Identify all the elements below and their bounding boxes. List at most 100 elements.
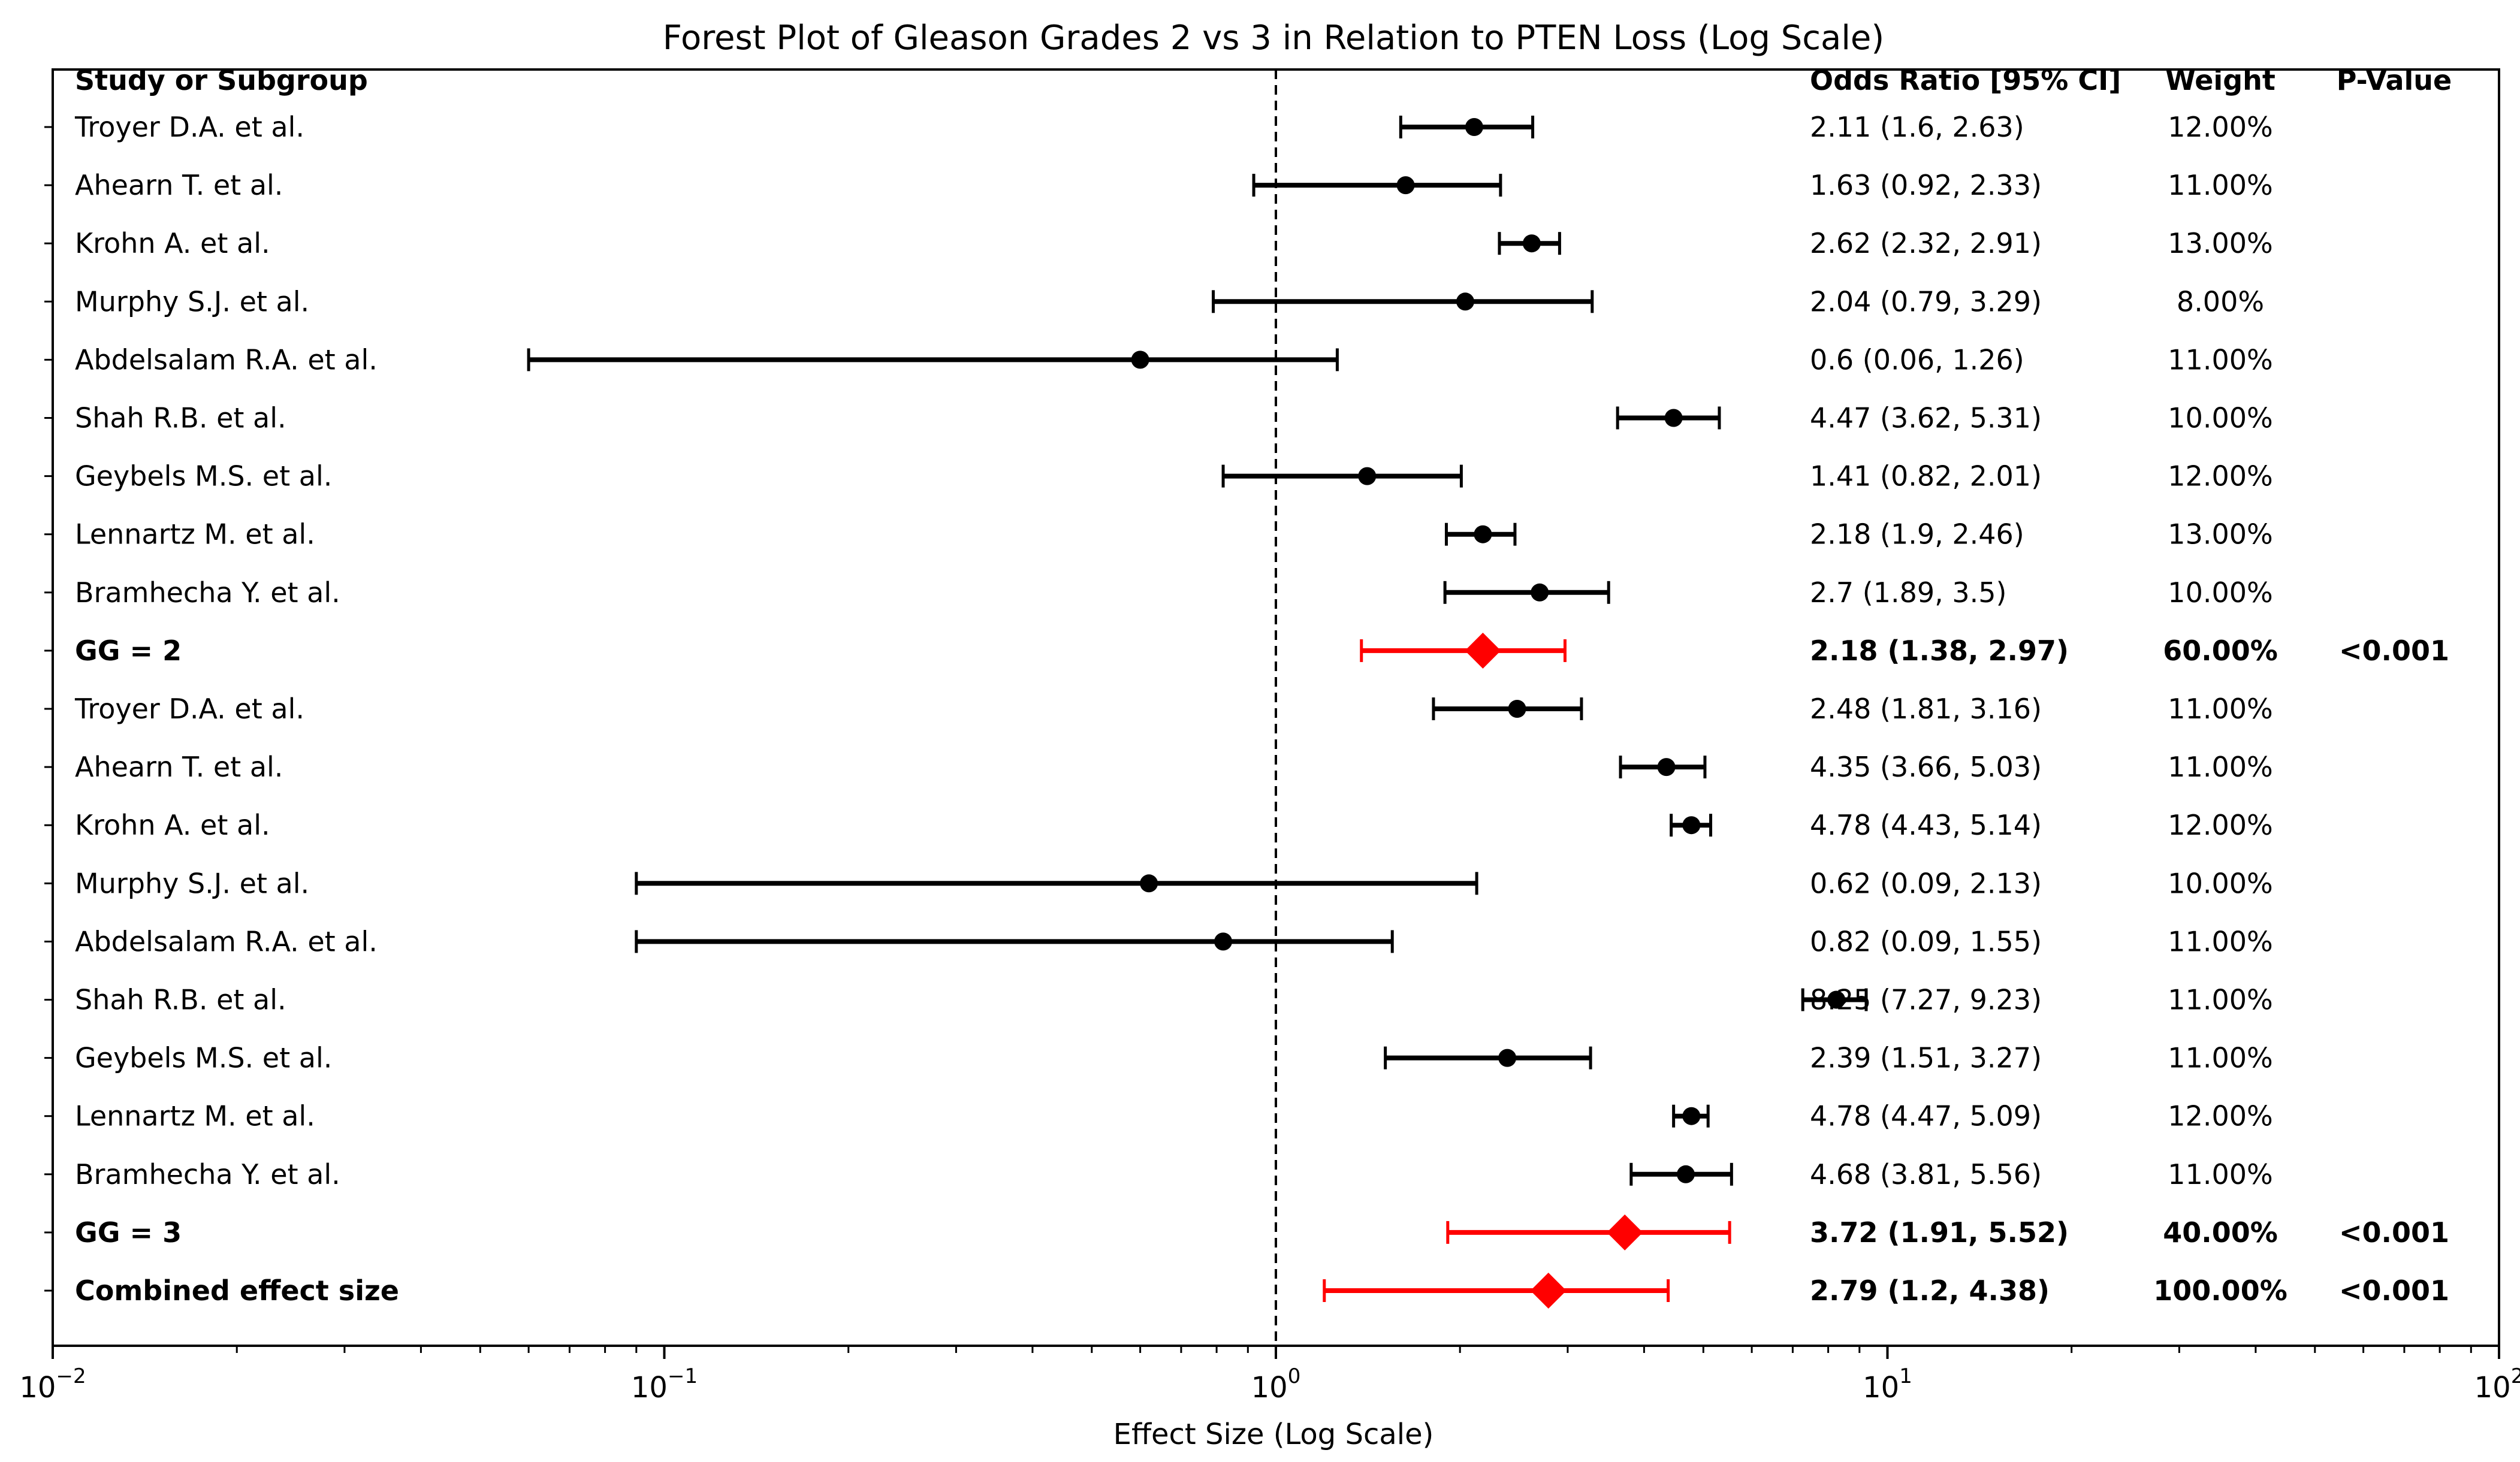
odds-ratio-value: 3.72 (1.91, 5.52) [1810, 1216, 2069, 1249]
point-estimate [1474, 525, 1492, 543]
odds-ratio-value: 8.25 (7.27, 9.23) [1810, 984, 2042, 1016]
odds-ratio-value: 2.79 (1.2, 4.38) [1810, 1274, 2050, 1307]
x-tick-label: 102 [2474, 1364, 2520, 1404]
p-value: <0.001 [2339, 635, 2449, 667]
header-study: Study or Subgroup [75, 64, 368, 96]
weight-value: 13.00% [2168, 227, 2272, 259]
study-label: Shah R.B. et al. [75, 984, 286, 1016]
weight-value: 12.00% [2168, 1100, 2272, 1132]
weight-value: 12.00% [2168, 809, 2272, 841]
odds-ratio-value: 0.6 (0.06, 1.26) [1810, 343, 2024, 376]
odds-ratio-value: 4.78 (4.43, 5.14) [1810, 809, 2042, 841]
study-label: Abdelsalam R.A. et al. [75, 925, 378, 957]
point-estimate [1664, 409, 1683, 427]
study-label: Troyer D.A. et al. [74, 693, 304, 725]
p-value: <0.001 [2339, 1216, 2449, 1249]
weight-value: 10.00% [2168, 576, 2272, 609]
weight-value: 13.00% [2168, 518, 2272, 551]
x-tick-label: 10−2 [19, 1364, 86, 1404]
odds-ratio-value: 0.62 (0.09, 2.13) [1810, 867, 2042, 899]
weight-value: 12.00% [2168, 111, 2272, 143]
study-label: Krohn A. et al. [75, 227, 270, 259]
point-estimate [1682, 816, 1701, 835]
weight-value: 11.00% [2168, 693, 2272, 725]
point-estimate [1827, 990, 1846, 1009]
point-estimate [1498, 1049, 1517, 1067]
odds-ratio-value: 2.11 (1.6, 2.63) [1810, 111, 2024, 143]
odds-ratio-value: 4.47 (3.62, 5.31) [1810, 402, 2042, 434]
marks-layer [527, 116, 1868, 1309]
study-label: Ahearn T. et al. [75, 169, 283, 201]
header-odds-ratio: Odds Ratio [95% CI] [1810, 64, 2121, 96]
x-tick-label: 101 [1863, 1364, 1912, 1404]
weight-value: 10.00% [2168, 867, 2272, 899]
weight-value: 100.00% [2153, 1274, 2287, 1307]
point-estimate [1522, 234, 1541, 253]
weight-value: 40.00% [2163, 1216, 2278, 1249]
point-estimate [1396, 176, 1415, 195]
chart-title: Forest Plot of Gleason Grades 2 vs 3 in … [663, 19, 1884, 58]
odds-ratio-value: 4.35 (3.66, 5.03) [1810, 751, 2042, 783]
x-tick-label: 10−1 [631, 1364, 698, 1404]
weight-value: 11.00% [2168, 1042, 2272, 1074]
point-estimate [1682, 1107, 1701, 1125]
point-estimate [1456, 292, 1474, 311]
summary-diamond [1607, 1214, 1643, 1250]
study-label: Lennartz M. et al. [75, 518, 315, 551]
header-weight: Weight [2165, 64, 2275, 96]
odds-ratio-value: 2.18 (1.9, 2.46) [1810, 518, 2024, 551]
odds-ratio-value: 2.62 (2.32, 2.91) [1810, 227, 2042, 259]
study-label: Bramhecha Y. et al. [75, 1158, 340, 1191]
study-label: Ahearn T. et al. [75, 751, 283, 783]
study-label: Murphy S.J. et al. [75, 285, 309, 318]
weight-value: 11.00% [2168, 169, 2272, 201]
point-estimate [1214, 932, 1233, 951]
odds-ratio-value: 2.39 (1.51, 3.27) [1810, 1042, 2042, 1074]
x-tick-label: 100 [1251, 1364, 1301, 1404]
odds-ratio-value: 4.68 (3.81, 5.56) [1810, 1158, 2042, 1191]
study-label: Shah R.B. et al. [75, 402, 286, 434]
weight-value: 11.00% [2168, 751, 2272, 783]
weight-value: 12.00% [2168, 460, 2272, 493]
point-estimate [1140, 874, 1158, 893]
odds-ratio-value: 0.82 (0.09, 1.55) [1810, 925, 2042, 957]
point-estimate [1131, 351, 1149, 369]
point-estimate [1676, 1165, 1695, 1183]
weight-value: 11.00% [2168, 343, 2272, 376]
study-label: Krohn A. et al. [75, 809, 270, 841]
odds-ratio-value: 2.04 (0.79, 3.29) [1810, 285, 2042, 318]
point-estimate [1657, 758, 1676, 777]
p-value: <0.001 [2339, 1274, 2449, 1307]
point-estimate [1358, 467, 1377, 485]
point-estimate [1531, 583, 1549, 602]
subgroup-label: Combined effect size [75, 1274, 399, 1307]
odds-ratio-value: 2.7 (1.89, 3.5) [1810, 576, 2007, 609]
summary-diamond [1465, 632, 1501, 669]
weight-value: 10.00% [2168, 402, 2272, 434]
header-p-value: P-Value [2337, 64, 2452, 96]
x-axis-label: Effect Size (Log Scale) [1113, 1418, 1434, 1451]
odds-ratio-value: 2.48 (1.81, 3.16) [1810, 693, 2042, 725]
x-axis: 10−2 10−1 100 101 102 [19, 126, 2520, 1404]
weight-value: 60.00% [2163, 635, 2278, 667]
study-label: Geybels M.S. et al. [75, 460, 332, 493]
odds-ratio-value: 4.78 (4.47, 5.09) [1810, 1100, 2042, 1132]
odds-ratio-value: 1.41 (0.82, 2.01) [1810, 460, 2042, 493]
study-label: Abdelsalam R.A. et al. [75, 343, 378, 376]
study-label: Lennartz M. et al. [75, 1100, 315, 1132]
study-label: Murphy S.J. et al. [75, 867, 309, 899]
point-estimate [1465, 118, 1483, 136]
odds-ratio-value: 1.63 (0.92, 2.33) [1810, 169, 2042, 201]
odds-ratio-value: 2.18 (1.38, 2.97) [1810, 635, 2069, 667]
study-label: Troyer D.A. et al. [74, 111, 304, 143]
study-label: Bramhecha Y. et al. [75, 576, 340, 609]
weight-value: 11.00% [2168, 984, 2272, 1016]
subgroup-label: GG = 2 [75, 635, 182, 667]
text-layer: Study or Subgroup Odds Ratio [95% CI] Weig… [74, 64, 2452, 1307]
weight-value: 11.00% [2168, 925, 2272, 957]
subgroup-label: GG = 3 [75, 1216, 182, 1249]
weight-value: 8.00% [2177, 285, 2264, 318]
point-estimate [1508, 700, 1526, 718]
weight-value: 11.00% [2168, 1158, 2272, 1191]
